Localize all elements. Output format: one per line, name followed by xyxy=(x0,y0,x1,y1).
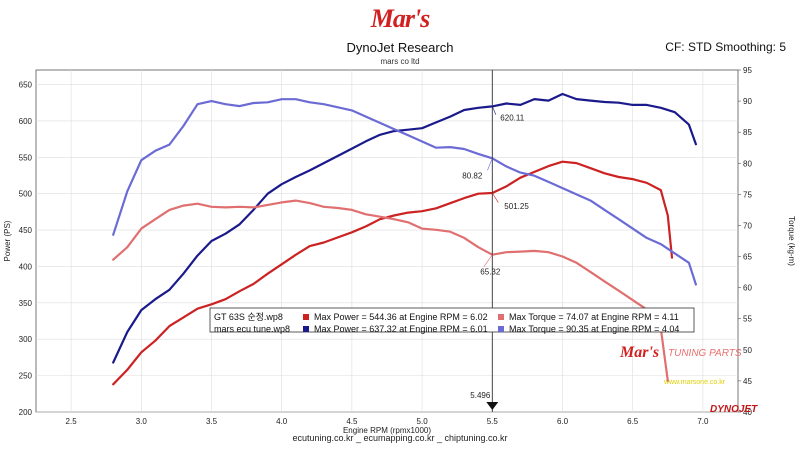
legend: GT 63S 순정.wp8 Max Power = 544.36 at Engin… xyxy=(209,307,695,334)
axis-ticks: 2.5 3.0 3.5 4.0 4.5 5.0 5.5 6.0 6.5 7.0 200 250 300 3… xyxy=(19,66,753,426)
x-tick-label: 4.5 xyxy=(346,417,358,426)
legend-power-entry: Max Power = 544.36 at Engine RPM = 6.02 xyxy=(314,312,488,322)
legend-run-name: GT 63S 순정.wp8 xyxy=(214,312,283,322)
y-left-tick-label: 450 xyxy=(19,226,33,235)
chart-title: DynoJet Research xyxy=(346,40,454,55)
cursor-arrow-icon xyxy=(486,402,499,410)
y-right-tick-label: 55 xyxy=(743,315,752,324)
tuning-parts-watermark: Mar's TUNING PARTS www.marsone.co.kr xyxy=(619,344,742,386)
y-left-tick-label: 200 xyxy=(19,408,33,417)
x-tick-label: 3.0 xyxy=(136,417,148,426)
x-tick-label: 4.0 xyxy=(276,417,288,426)
cursor-rpm-label: 5.496 xyxy=(470,391,491,400)
legend-torque-swatch xyxy=(498,314,504,320)
x-tick-label: 5.5 xyxy=(487,417,499,426)
y-right-tick-label: 50 xyxy=(743,346,752,355)
y-right-tick-label: 75 xyxy=(743,190,752,199)
x-axis-label: Engine RPM (rpmx1000) xyxy=(343,426,431,435)
y-right-tick-label: 70 xyxy=(743,221,752,230)
y-axis-left-label: Power (PS) xyxy=(3,220,12,261)
y-right-tick-label: 60 xyxy=(743,284,752,293)
y-left-tick-label: 250 xyxy=(19,372,33,381)
series-line-0 xyxy=(112,92,698,364)
x-tick-label: 6.5 xyxy=(627,417,639,426)
legend-power-entry: Max Power = 637.32 at Engine RPM = 6.01 xyxy=(314,324,488,334)
cursor-value-pointer xyxy=(492,192,499,203)
y-left-tick-label: 300 xyxy=(19,335,33,344)
correction-factor-info: CF: STD Smoothing: 5 xyxy=(665,40,786,54)
legend-torque-swatch xyxy=(498,326,504,332)
dynojet-logo: DYNOJET xyxy=(710,404,758,415)
x-tick-label: 7.0 xyxy=(697,417,709,426)
watermark-url: www.marsone.co.kr xyxy=(663,379,726,386)
y-right-tick-label: 45 xyxy=(743,377,752,386)
legend-torque-entry: Max Torque = 74.07 at Engine RPM = 4.11 xyxy=(509,312,679,322)
y-left-tick-label: 350 xyxy=(19,299,33,308)
y-left-tick-label: 500 xyxy=(19,190,33,199)
x-tick-label: 5.0 xyxy=(417,417,429,426)
legend-run-name: mars ecu tune.wp8 xyxy=(214,324,290,334)
y-right-tick-label: 40 xyxy=(743,408,752,417)
cursor-value-pointer xyxy=(492,106,497,115)
x-tick-label: 6.0 xyxy=(557,417,569,426)
legend-power-swatch xyxy=(303,314,309,320)
rpm-cursor: 5.496 620.11 80.82 501.25 65.32 xyxy=(462,70,529,412)
series-line-3 xyxy=(112,199,669,382)
chart-subtitle: mars co ltd xyxy=(380,57,420,66)
watermark-brand: Mar's xyxy=(619,344,659,361)
y-left-tick-label: 600 xyxy=(19,117,33,126)
cursor-value-pointer xyxy=(483,254,493,267)
series-line-1 xyxy=(112,160,674,386)
y-left-tick-label: 650 xyxy=(19,81,33,90)
cursor-value-label: 501.25 xyxy=(504,202,529,211)
mars-logo: Mar's xyxy=(370,4,431,33)
y-right-tick-label: 85 xyxy=(743,128,752,137)
x-tick-label: 2.5 xyxy=(66,417,78,426)
cursor-value-pointer xyxy=(487,158,493,171)
y-right-tick-label: 65 xyxy=(743,253,752,262)
cursor-value-label: 80.82 xyxy=(462,171,483,180)
legend-power-swatch xyxy=(303,326,309,332)
legend-torque-entry: Max Torque = 90.35 at Engine RPM = 4.04 xyxy=(509,324,679,334)
y-right-tick-label: 80 xyxy=(743,159,752,168)
y-left-tick-label: 550 xyxy=(19,153,33,162)
cursor-value-label: 65.32 xyxy=(480,268,501,277)
y-axis-right-label: Torque (kg-m) xyxy=(787,216,796,266)
y-right-tick-label: 95 xyxy=(743,66,752,75)
x-tick-label: 3.5 xyxy=(206,417,218,426)
footer-links: ecutuning.co.kr _ ecumapping.co.kr _ chi… xyxy=(292,433,508,443)
series-layer xyxy=(112,92,698,386)
y-left-tick-label: 400 xyxy=(19,262,33,271)
watermark-text: TUNING PARTS xyxy=(668,348,742,359)
y-right-tick-label: 90 xyxy=(743,97,752,106)
series-line-2 xyxy=(112,98,698,286)
legend-box xyxy=(209,307,695,333)
cursor-value-label: 620.11 xyxy=(500,113,524,122)
